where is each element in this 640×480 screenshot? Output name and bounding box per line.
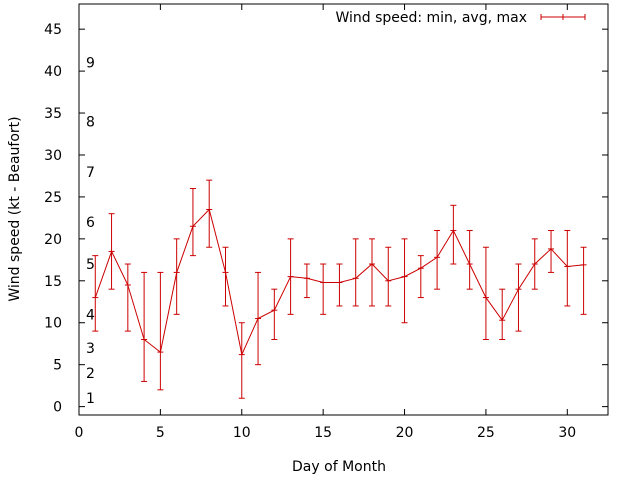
beaufort-label: 1 bbox=[86, 391, 95, 407]
series-layer bbox=[92, 179, 587, 399]
y-tick-label: 35 bbox=[44, 106, 62, 122]
x-tick-label: 20 bbox=[396, 425, 414, 441]
x-tick-label: 10 bbox=[233, 425, 251, 441]
y-tick-label: 45 bbox=[44, 22, 62, 38]
y-tick-label: 15 bbox=[44, 274, 62, 290]
y-axis-label: Wind speed (kt - Beaufort) bbox=[7, 116, 23, 301]
x-axis-label: Day of Month bbox=[292, 459, 386, 475]
x-tick-label: 30 bbox=[558, 425, 576, 441]
y-tick-label: 30 bbox=[44, 148, 62, 164]
beaufort-label: 8 bbox=[86, 114, 95, 130]
beaufort-label: 6 bbox=[86, 215, 95, 231]
x-tick-label: 5 bbox=[156, 425, 165, 441]
y-tick-label: 20 bbox=[44, 232, 62, 248]
y-tick-label: 40 bbox=[44, 64, 62, 80]
x-tick-label: 0 bbox=[75, 425, 84, 441]
y-tick-label: 10 bbox=[44, 316, 62, 332]
y-tick-label: 5 bbox=[53, 358, 62, 374]
beaufort-label: 2 bbox=[86, 366, 95, 382]
beaufort-label: 7 bbox=[86, 165, 95, 181]
beaufort-label: 3 bbox=[86, 341, 95, 357]
x-tick-label: 15 bbox=[314, 425, 332, 441]
beaufort-label: 4 bbox=[86, 307, 95, 323]
legend: Wind speed: min, avg, max bbox=[335, 10, 586, 26]
beaufort-label: 5 bbox=[86, 257, 95, 273]
plot-frame bbox=[78, 3, 609, 416]
beaufort-label: 9 bbox=[86, 56, 95, 72]
y-tick-label: 0 bbox=[53, 400, 62, 416]
legend-label: Wind speed: min, avg, max bbox=[335, 10, 527, 26]
x-axis-ticks: 0 5 10 15 20 25 30 bbox=[75, 4, 576, 441]
x-tick-label: 25 bbox=[477, 425, 495, 441]
y-tick-label: 25 bbox=[44, 190, 62, 206]
beaufort-labels: 1 2 3 4 5 6 7 8 9 bbox=[86, 56, 95, 408]
